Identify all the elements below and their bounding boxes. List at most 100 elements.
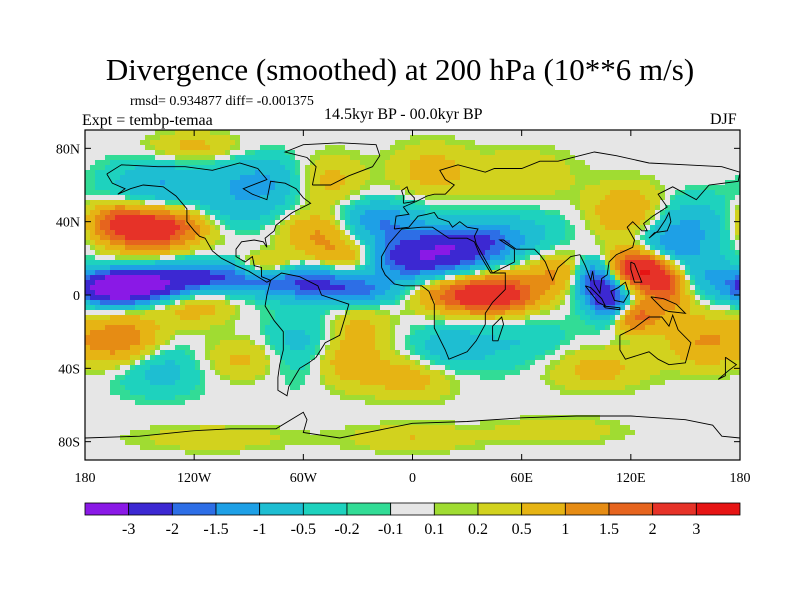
field-cell: [245, 245, 251, 251]
field-cell: [465, 245, 471, 251]
field-cell: [480, 290, 486, 296]
field-cell: [575, 205, 581, 211]
field-cell: [400, 135, 406, 141]
field-cell: [160, 205, 166, 211]
field-cell: [110, 130, 116, 136]
field-cell: [125, 160, 131, 166]
field-cell: [565, 190, 571, 196]
field-cell: [560, 200, 566, 206]
field-cell: [615, 195, 621, 201]
field-cell: [235, 205, 241, 211]
field-cell: [270, 295, 276, 301]
field-cell: [635, 315, 641, 321]
field-cell: [610, 140, 616, 146]
field-cell: [655, 195, 661, 201]
field-cell: [235, 200, 241, 206]
field-cell: [365, 165, 371, 171]
field-cell: [505, 305, 511, 311]
field-cell: [400, 155, 406, 161]
field-cell: [585, 160, 591, 166]
field-cell: [95, 280, 101, 286]
field-cell: [375, 145, 381, 151]
field-cell: [565, 310, 571, 316]
field-cell: [305, 295, 311, 301]
field-cell: [720, 235, 726, 241]
field-cell: [525, 225, 531, 231]
field-cell: [395, 140, 401, 146]
field-cell: [295, 240, 301, 246]
field-cell: [450, 155, 456, 161]
field-cell: [450, 215, 456, 221]
field-cell: [330, 315, 336, 321]
field-cell: [600, 230, 606, 236]
field-cell: [165, 205, 171, 211]
field-cell: [315, 305, 321, 311]
field-cell: [145, 275, 151, 281]
field-cell: [250, 270, 256, 276]
field-cell: [735, 230, 740, 236]
field-cell: [595, 245, 601, 251]
field-cell: [180, 180, 186, 186]
field-cell: [620, 185, 626, 191]
field-cell: [400, 195, 406, 201]
field-cell: [565, 135, 571, 141]
field-cell: [660, 215, 666, 221]
field-cell: [375, 290, 381, 296]
field-cell: [540, 240, 546, 246]
field-cell: [155, 220, 161, 226]
field-cell: [290, 305, 296, 311]
field-cell: [520, 160, 526, 166]
field-cell: [180, 135, 186, 141]
field-cell: [420, 205, 426, 211]
field-cell: [630, 155, 636, 161]
field-cell: [275, 170, 281, 176]
field-cell: [280, 270, 286, 276]
field-cell: [715, 290, 721, 296]
field-cell: [215, 250, 221, 256]
field-cell: [560, 315, 566, 321]
field-cell: [445, 135, 451, 141]
field-cell: [480, 235, 486, 241]
field-cell: [220, 145, 226, 151]
field-cell: [505, 145, 511, 151]
field-cell: [415, 205, 421, 211]
field-cell: [630, 250, 636, 256]
field-cell: [220, 135, 226, 141]
field-cell: [480, 280, 486, 286]
field-cell: [405, 155, 411, 161]
field-cell: [125, 215, 131, 221]
field-cell: [235, 300, 241, 306]
field-cell: [220, 250, 226, 256]
field-cell: [285, 205, 291, 211]
field-cell: [410, 240, 416, 246]
field-cell: [320, 205, 326, 211]
field-cell: [540, 270, 546, 276]
field-cell: [560, 265, 566, 271]
field-cell: [265, 235, 271, 241]
field-cell: [405, 275, 411, 281]
field-cell: [365, 245, 371, 251]
field-cell: [170, 145, 176, 151]
field-cell: [695, 290, 701, 296]
field-cell: [445, 295, 451, 301]
field-cell: [235, 195, 241, 201]
field-cell: [415, 310, 421, 316]
field-cell: [415, 275, 421, 281]
field-cell: [305, 160, 311, 166]
field-cell: [630, 295, 636, 301]
field-cell: [460, 155, 466, 161]
field-cell: [735, 305, 740, 311]
field-cell: [185, 315, 191, 321]
field-cell: [100, 305, 106, 311]
field-cell: [330, 150, 336, 156]
field-cell: [85, 145, 91, 151]
field-cell: [625, 250, 631, 256]
field-cell: [690, 135, 696, 141]
field-cell: [580, 260, 586, 266]
field-cell: [550, 160, 556, 166]
field-cell: [305, 165, 311, 171]
field-cell: [400, 180, 406, 186]
field-cell: [645, 230, 651, 236]
field-cell: [580, 245, 586, 251]
field-cell: [505, 160, 511, 166]
